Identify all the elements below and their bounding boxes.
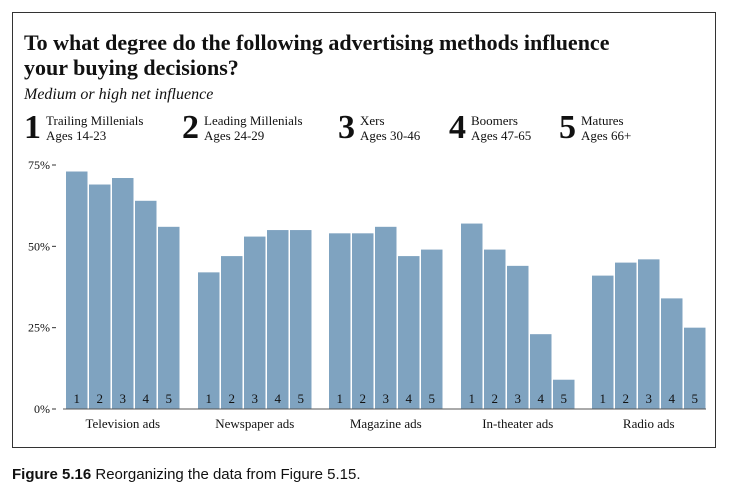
caption-label: Figure 5.16: [12, 466, 92, 483]
bar: [198, 272, 220, 409]
bar-group-number: 2: [492, 391, 499, 406]
y-tick-label: 0%: [34, 402, 50, 416]
bar-group-number: 3: [515, 391, 522, 406]
legend-group-ages: Ages 47-65: [471, 128, 532, 143]
bar: [290, 230, 312, 409]
legend-group-name: Boomers: [471, 113, 518, 128]
bar: [135, 200, 157, 409]
bar: [553, 379, 575, 409]
legend-group-ages: Ages 66+: [581, 128, 632, 143]
bar: [329, 233, 351, 409]
bar-group-number: 4: [143, 391, 150, 406]
bar: [112, 178, 134, 409]
bar-group-number: 4: [538, 391, 545, 406]
legend-group-name: Xers: [360, 113, 385, 128]
legend-group-ages: Ages 30-46: [360, 128, 421, 143]
chart-title: To what degree do the following advertis…: [24, 30, 610, 80]
legend-number: 5: [559, 109, 576, 146]
legend-text: Boomers Ages 47-65: [471, 113, 531, 143]
legend-text: Leading Millenials Ages 24-29: [204, 113, 303, 143]
y-tick-label: 75%: [28, 158, 50, 172]
bar: [398, 256, 420, 409]
bar: [375, 226, 397, 409]
bar-group-number: 4: [669, 391, 676, 406]
x-category-label: Newspaper ads: [215, 416, 294, 431]
legend-text: Xers Ages 30-46: [360, 113, 420, 143]
legend-group-name: Leading Millenials: [204, 113, 303, 128]
bar: [421, 249, 443, 409]
legend-group-name: Trailing Millenials: [46, 113, 144, 128]
caption-text: Reorganizing the data from Figure 5.15.: [95, 466, 361, 483]
bar-group-number: 1: [337, 391, 344, 406]
legend-number: 4: [449, 109, 466, 146]
bar-group-number: 1: [469, 391, 476, 406]
bar-group-number: 3: [120, 391, 127, 406]
bar-group-number: 5: [298, 391, 305, 406]
legend-text: Trailing Millenials Ages 14-23: [46, 113, 143, 143]
chart-subtitle: Medium or high net influence: [24, 86, 214, 103]
legend-group-ages: Ages 24-29: [204, 128, 265, 143]
bar: [638, 259, 660, 409]
bar-group-number: 3: [383, 391, 390, 406]
legend-number: 1: [24, 109, 41, 146]
bar-group-number: 5: [166, 391, 173, 406]
legend-number: 2: [182, 109, 199, 146]
y-tick-label: 25%: [28, 321, 50, 335]
bar-group-number: 1: [74, 391, 81, 406]
bar-group-number: 3: [252, 391, 259, 406]
x-category-label: Magazine ads: [350, 416, 422, 431]
bar-group-number: 4: [275, 391, 282, 406]
bar-group-number: 4: [406, 391, 413, 406]
bar: [684, 327, 706, 409]
bar-group-number: 1: [206, 391, 213, 406]
x-category-label: In-theater ads: [482, 416, 553, 431]
bar: [661, 298, 683, 409]
bar: [352, 233, 374, 409]
bar: [158, 226, 180, 409]
bar: [507, 265, 529, 409]
legend-number: 3: [338, 109, 355, 146]
bar: [530, 334, 552, 409]
bar: [592, 275, 614, 409]
legend-text: Matures Ages 66+: [581, 113, 631, 143]
bar: [461, 223, 483, 409]
bar-group-number: 5: [692, 391, 699, 406]
legend-group-ages: Ages 14-23: [46, 128, 107, 143]
bar: [615, 262, 637, 409]
figure-caption: Figure 5.16 Reorganizing the data from F…: [12, 466, 361, 483]
bar: [221, 256, 243, 409]
bar: [484, 249, 506, 409]
bar-group-number: 3: [646, 391, 653, 406]
y-tick-label: 50%: [28, 239, 50, 253]
bar: [244, 236, 266, 409]
bar-group-number: 2: [229, 391, 236, 406]
legend-group-name: Matures: [581, 113, 624, 128]
x-category-label: Radio ads: [623, 416, 675, 431]
bar-group-number: 1: [600, 391, 607, 406]
bar: [267, 230, 289, 409]
bar-group-number: 5: [429, 391, 436, 406]
bar-group-number: 5: [561, 391, 568, 406]
bar: [66, 171, 88, 409]
x-category-label: Television ads: [85, 416, 160, 431]
bar-group-number: 2: [97, 391, 104, 406]
bar-group-number: 2: [360, 391, 367, 406]
bar-group-number: 2: [623, 391, 630, 406]
bar: [89, 184, 111, 409]
